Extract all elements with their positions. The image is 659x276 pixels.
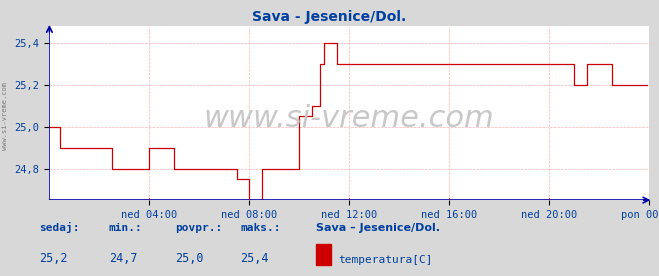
Text: sedaj:: sedaj:	[40, 222, 80, 233]
Text: Sava - Jesenice/Dol.: Sava - Jesenice/Dol.	[252, 10, 407, 24]
Text: 25,2: 25,2	[40, 252, 68, 265]
Text: temperatura[C]: temperatura[C]	[339, 255, 433, 265]
Text: Sava – Jesenice/Dol.: Sava – Jesenice/Dol.	[316, 223, 440, 233]
Text: 25,0: 25,0	[175, 252, 203, 265]
Text: maks.:: maks.:	[241, 223, 281, 233]
Text: www.si-vreme.com: www.si-vreme.com	[204, 104, 495, 133]
Text: min.:: min.:	[109, 223, 142, 233]
Text: www.si-vreme.com: www.si-vreme.com	[2, 82, 9, 150]
Text: 24,7: 24,7	[109, 252, 137, 265]
Text: 25,4: 25,4	[241, 252, 269, 265]
Text: povpr.:: povpr.:	[175, 223, 222, 233]
